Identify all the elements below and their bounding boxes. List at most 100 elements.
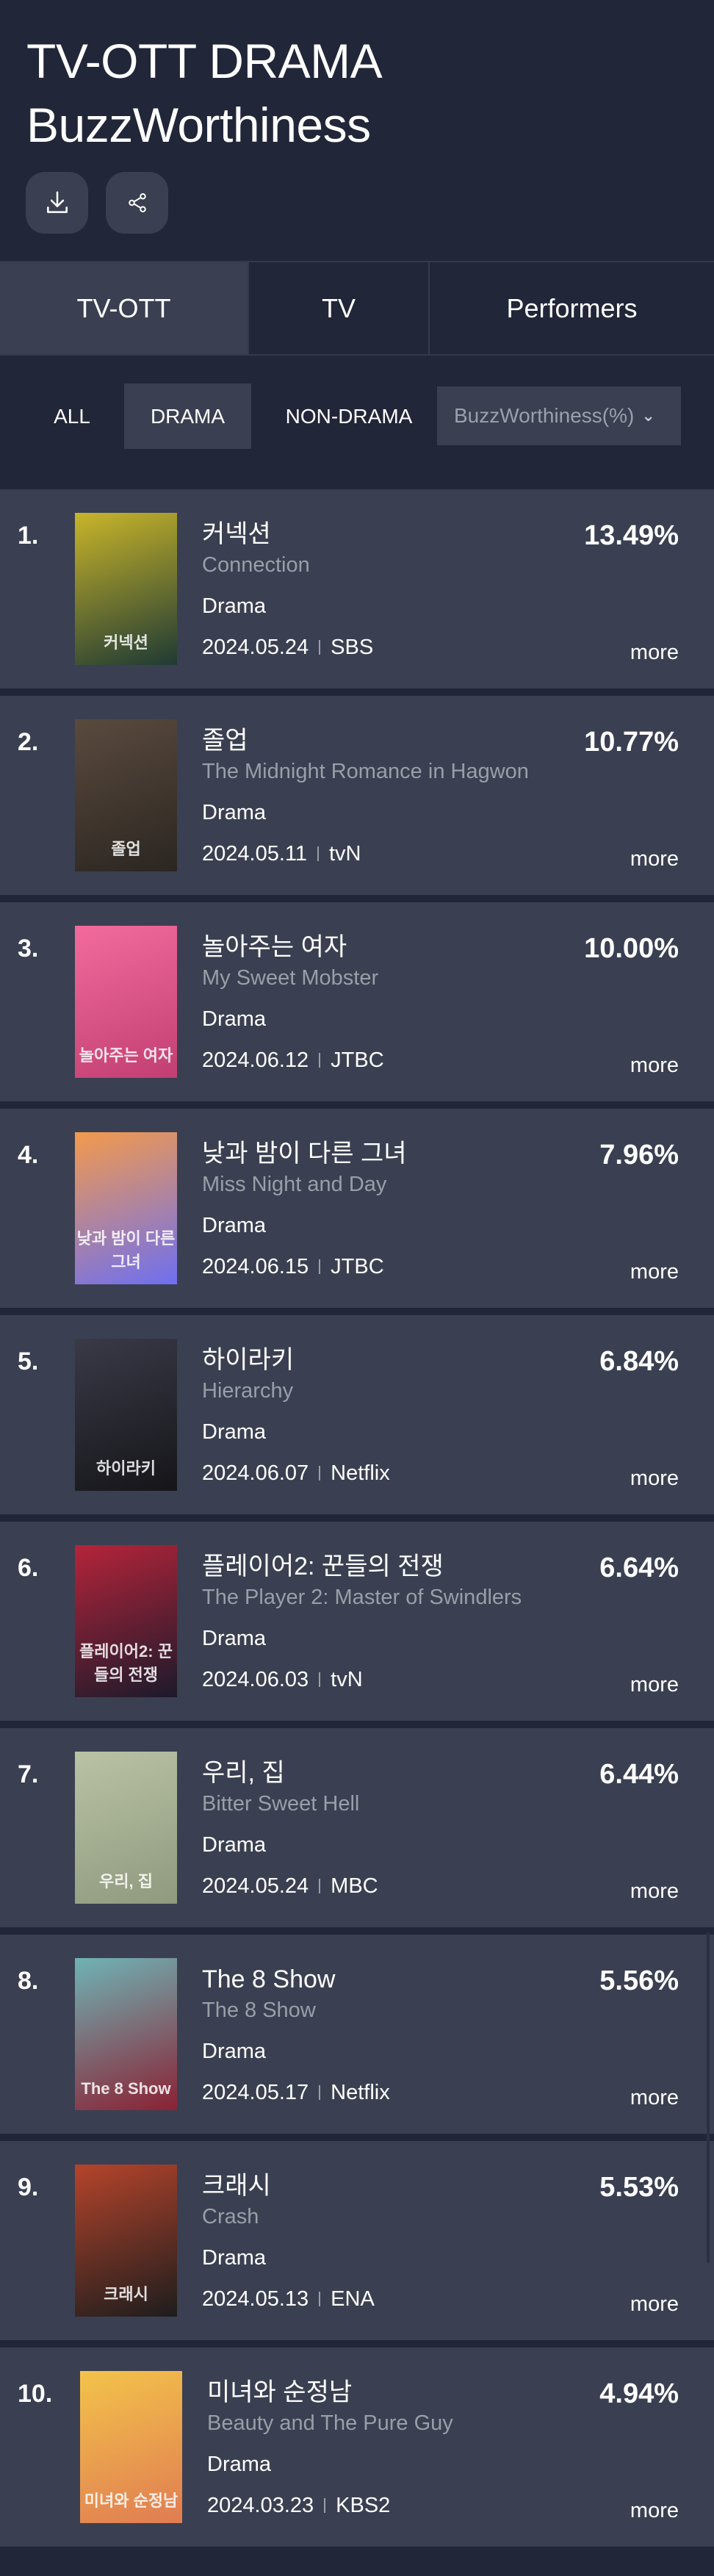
more-link[interactable]: more	[630, 2292, 679, 2316]
more-link[interactable]: more	[630, 1879, 679, 1903]
page-title-line2: BuzzWorthiness	[26, 98, 371, 152]
tab-tv-ott[interactable]: TV-OTT	[0, 262, 248, 354]
title-english: Crash	[202, 2205, 259, 2228]
title-english: Connection	[202, 553, 310, 577]
rank-number: 5.	[18, 1348, 39, 1375]
ranking-item[interactable]: 8. The 8 Show The 8 Show The 8 Show Dram…	[0, 1935, 714, 2134]
title-english: The Midnight Romance in Hagwon	[202, 760, 529, 783]
channel: ENA	[331, 2287, 375, 2311]
meta-row: 2024.05.24 MBC	[202, 1874, 378, 1899]
divider	[319, 1466, 321, 1481]
poster-title: 미녀와 순정남	[84, 2492, 178, 2510]
ranking-item[interactable]: 9. 크래시 크래시 Crash Drama 2024.05.13 ENA 5.…	[0, 2141, 714, 2340]
divider	[319, 1672, 321, 1687]
air-date: 2024.06.15	[202, 1255, 309, 1278]
filter-drama[interactable]: DRAMA	[124, 384, 251, 449]
divider	[319, 2292, 321, 2306]
more-link[interactable]: more	[630, 847, 679, 871]
buzz-value: 10.00%	[584, 933, 679, 964]
share-button[interactable]	[106, 172, 168, 234]
poster-image[interactable]: 미녀와 순정남	[80, 2371, 182, 2523]
poster-image[interactable]: 졸업	[75, 719, 177, 871]
poster-image[interactable]: The 8 Show	[75, 1958, 177, 2110]
title-korean: 우리, 집	[202, 1759, 285, 1787]
buzz-value: 5.53%	[599, 2172, 679, 2203]
ranking-item[interactable]: 2. 졸업 졸업 The Midnight Romance in Hagwon …	[0, 696, 714, 895]
ranking-item[interactable]: 10. 미녀와 순정남 미녀와 순정남 Beauty and The Pure …	[0, 2347, 714, 2547]
poster-image[interactable]: 커넥션	[75, 513, 177, 665]
title-english: My Sweet Mobster	[202, 966, 379, 990]
rank-number: 2.	[18, 728, 39, 756]
main-tabs: TV-OTT TV Performers	[0, 261, 714, 356]
ranking-item[interactable]: 5. 하이라키 하이라키 Hierarchy Drama 2024.06.07 …	[0, 1315, 714, 1514]
title-english: Beauty and The Pure Guy	[207, 2411, 453, 2435]
buzz-value: 7.96%	[599, 1140, 679, 1170]
poster-image[interactable]: 플레이어2: 꾼들의 전쟁	[75, 1545, 177, 1697]
title-korean: 놀아주는 여자	[202, 933, 347, 961]
buzz-value: 4.94%	[599, 2378, 679, 2409]
divider	[319, 2085, 321, 2100]
channel: SBS	[331, 636, 374, 659]
download-button[interactable]	[26, 172, 88, 234]
title-korean: 낮과 밤이 다른 그녀	[202, 1140, 407, 1168]
buzz-value: 13.49%	[584, 520, 679, 551]
meta-row: 2024.05.24 SBS	[202, 635, 373, 660]
genre: Drama	[202, 1627, 267, 1650]
channel: MBC	[331, 1874, 378, 1898]
tab-tv[interactable]: TV	[248, 262, 428, 354]
filter-non-drama[interactable]: NON-DRAMA	[285, 404, 413, 428]
poster-image[interactable]: 하이라키	[75, 1339, 177, 1491]
ranking-item[interactable]: 6. 플레이어2: 꾼들의 전쟁 플레이어2: 꾼들의 전쟁 The Playe…	[0, 1522, 714, 1721]
more-link[interactable]: more	[630, 1673, 679, 1697]
air-date: 2024.06.07	[202, 1461, 309, 1485]
buzz-value: 6.44%	[599, 1759, 679, 1790]
genre: Drama	[202, 1007, 267, 1031]
poster-title: 낮과 밤이 다른 그녀	[76, 1229, 176, 1271]
poster-image[interactable]: 우리, 집	[75, 1752, 177, 1904]
more-link[interactable]: more	[630, 1260, 679, 1284]
air-date: 2024.03.23	[207, 2494, 314, 2517]
sort-select-value: BuzzWorthiness(%)	[454, 404, 635, 427]
genre: Drama	[202, 2246, 267, 2270]
poster-title: 크래시	[104, 2285, 148, 2303]
tab-performers[interactable]: Performers	[428, 262, 714, 354]
rank-number: 6.	[18, 1554, 39, 1582]
more-link[interactable]: more	[630, 1054, 679, 1077]
rank-number: 9.	[18, 2173, 39, 2201]
filter-all[interactable]: ALL	[54, 404, 90, 428]
divider	[324, 2498, 326, 2513]
divider	[317, 846, 319, 861]
scrollbar[interactable]	[707, 1932, 710, 2263]
meta-row: 2024.06.12 JTBC	[202, 1048, 384, 1073]
ranking-item[interactable]: 7. 우리, 집 우리, 집 Bitter Sweet Hell Drama 2…	[0, 1728, 714, 1927]
poster-image[interactable]: 크래시	[75, 2165, 177, 2317]
buzz-value: 5.56%	[599, 1965, 679, 1996]
poster-image[interactable]: 놀아주는 여자	[75, 926, 177, 1078]
poster-image[interactable]: 낮과 밤이 다른 그녀	[75, 1132, 177, 1284]
title-english: The Player 2: Master of Swindlers	[202, 1586, 522, 1609]
air-date: 2024.06.12	[202, 1048, 309, 1072]
divider	[319, 1053, 321, 1068]
more-link[interactable]: more	[630, 1467, 679, 1490]
ranking-item[interactable]: 4. 낮과 밤이 다른 그녀 낮과 밤이 다른 그녀 Miss Night an…	[0, 1109, 714, 1308]
rank-number: 8.	[18, 1967, 39, 1995]
meta-row: 2024.06.15 JTBC	[202, 1254, 407, 1279]
title-english: The 8 Show	[202, 1998, 316, 2022]
meta-row: 2024.05.13 ENA	[202, 2287, 375, 2311]
more-link[interactable]: more	[630, 2086, 679, 2109]
air-date: 2024.05.17	[202, 2081, 309, 2104]
title-korean: 크래시	[202, 2172, 271, 2200]
ranking-item[interactable]: 3. 놀아주는 여자 놀아주는 여자 My Sweet Mobster Dram…	[0, 902, 714, 1101]
title-korean: 졸업	[202, 727, 248, 755]
more-link[interactable]: more	[630, 2499, 679, 2522]
genre: Drama	[202, 1214, 267, 1237]
sort-select[interactable]: BuzzWorthiness(%) ⌄	[437, 386, 681, 445]
poster-title: 놀아주는 여자	[79, 1046, 173, 1065]
meta-row: 2024.05.11 tvN	[202, 841, 529, 866]
meta-row: 2024.06.03 tvN	[202, 1667, 522, 1692]
poster-title: 하이라키	[96, 1459, 156, 1478]
ranking-item[interactable]: 1. 커넥션 커넥션 Connection Drama 2024.05.24 S…	[0, 489, 714, 688]
title-korean: 미녀와 순정남	[207, 2378, 353, 2406]
more-link[interactable]: more	[630, 641, 679, 664]
divider	[319, 1879, 321, 1893]
